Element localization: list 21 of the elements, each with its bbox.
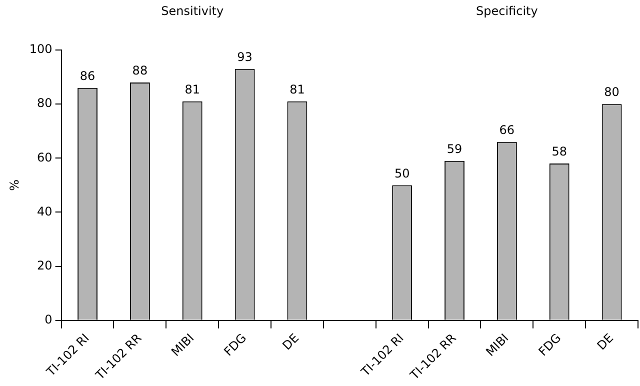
data-label: 81 bbox=[184, 82, 200, 96]
x-tick-label: DE bbox=[280, 330, 302, 353]
data-label: 50 bbox=[394, 166, 410, 180]
data-label: 66 bbox=[499, 123, 515, 138]
data-label: 93 bbox=[237, 50, 252, 64]
y-axis-title: % bbox=[7, 179, 22, 191]
data-label: 80 bbox=[604, 85, 620, 100]
data-label: 58 bbox=[552, 144, 567, 159]
y-tick-label: 80 bbox=[37, 96, 52, 110]
text: Sensitivity bbox=[161, 4, 224, 18]
data-label: 88 bbox=[132, 64, 148, 78]
y-tick-label: 60 bbox=[37, 150, 52, 164]
data-label: 59 bbox=[446, 142, 462, 156]
y-tick-label: 40 bbox=[37, 204, 52, 218]
x-tick-label: DE bbox=[594, 330, 616, 353]
text: Specificity bbox=[476, 4, 538, 18]
y-tick-label: 0 bbox=[44, 312, 52, 327]
data-label: 81 bbox=[290, 82, 305, 96]
data-label: 86 bbox=[80, 68, 96, 83]
y-tick-label: 100 bbox=[29, 42, 52, 56]
y-tick-label: 20 bbox=[37, 258, 52, 272]
